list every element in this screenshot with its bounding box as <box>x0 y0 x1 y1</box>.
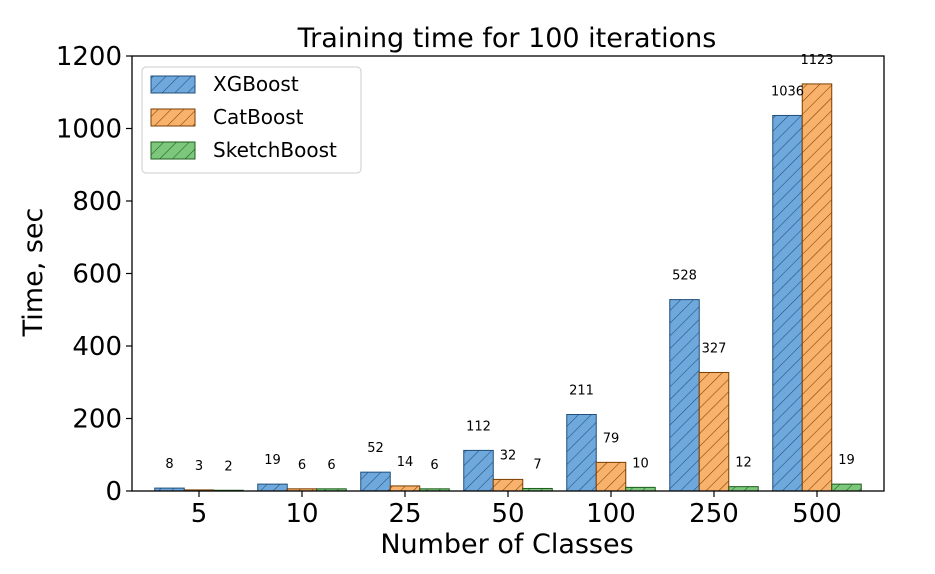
x-tick-label: 250 <box>689 499 739 529</box>
bar-xgboost-50 <box>463 449 494 492</box>
bar-value-label: 14 <box>397 455 414 470</box>
x-tick-label: 10 <box>285 499 318 529</box>
x-tick-label: 5 <box>191 499 208 529</box>
bar-value-label: 12 <box>735 456 752 471</box>
bar-value-label: 79 <box>603 431 620 446</box>
legend-box <box>141 66 362 174</box>
legend-label-catboost: CatBoost <box>213 105 304 129</box>
x-tick-label: 100 <box>586 499 636 529</box>
x-tick-label: 500 <box>792 499 842 529</box>
bar-value-label: 19 <box>264 453 281 468</box>
bars-group <box>154 83 862 492</box>
bar-value-label: 528 <box>672 269 697 284</box>
y-tick-label: 1200 <box>56 42 122 72</box>
bar-catboost-50 <box>492 478 524 492</box>
legend: XGBoost CatBoost SketchBoost <box>141 66 362 174</box>
bar-xgboost-500 <box>772 114 803 492</box>
bar-sketchboost-250 <box>728 486 759 492</box>
legend-swatch-xgboost <box>150 75 196 94</box>
bar-xgboost-100 <box>566 414 597 492</box>
bar-value-label: 327 <box>702 341 727 356</box>
bar-value-label: 6 <box>430 458 438 473</box>
bar-xgboost-25 <box>360 471 391 492</box>
y-tick-label: 800 <box>72 187 122 217</box>
bar-value-label: 2 <box>224 459 232 474</box>
bar-value-label: 211 <box>569 384 594 399</box>
x-axis-label: Number of Classes <box>380 529 633 560</box>
legend-label-sketchboost: SketchBoost <box>213 138 337 162</box>
y-axis-label: Time, sec <box>18 208 49 338</box>
bar-value-label: 19 <box>838 453 855 468</box>
chart-title: Training time for 100 iterations <box>297 23 717 54</box>
bar-catboost-100 <box>595 461 627 492</box>
bar-value-label: 7 <box>533 457 541 472</box>
bar-xgboost-250 <box>669 299 700 492</box>
bar-value-label: 112 <box>466 419 491 434</box>
bar-value-label: 3 <box>195 459 203 474</box>
x-tick-label: 25 <box>388 499 421 529</box>
bar-value-label: 6 <box>298 458 306 473</box>
legend-swatch-catboost <box>150 108 196 127</box>
bar-value-label: 32 <box>500 448 517 463</box>
bar-catboost-25 <box>389 485 421 492</box>
bar-value-label: 1036 <box>771 84 804 99</box>
y-tick-label: 600 <box>72 260 122 290</box>
bar-value-label: 52 <box>367 441 384 456</box>
bar-xgboost-10 <box>257 483 288 492</box>
bar-value-label: 6 <box>327 458 335 473</box>
legend-swatch-sketchboost <box>150 141 196 160</box>
bar-value-label: 10 <box>632 456 649 471</box>
bar-sketchboost-500 <box>831 483 862 492</box>
x-tick-label: 50 <box>491 499 524 529</box>
bar-catboost-500 <box>801 83 833 492</box>
bar-value-label: 8 <box>165 457 173 472</box>
y-tick-label: 0 <box>105 477 122 507</box>
axes-group: 0 200 400 600 800 1000 1200 5 10 25 50 100 250 500 <box>56 42 885 529</box>
legend-label-xgboost: XGBoost <box>213 72 299 96</box>
y-tick-label: 200 <box>72 405 122 435</box>
bar-catboost-250 <box>698 371 730 492</box>
y-tick-label: 1000 <box>56 115 122 145</box>
bar-value-label: 1123 <box>800 53 833 68</box>
y-tick-label: 400 <box>72 332 122 362</box>
